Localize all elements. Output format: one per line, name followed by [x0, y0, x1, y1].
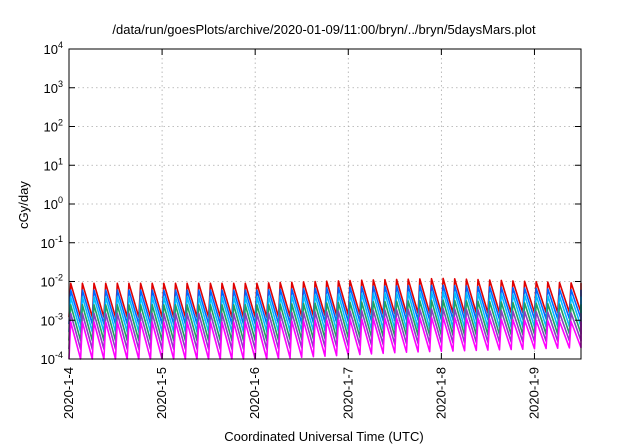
x-tick-label: 2020-1-4: [61, 367, 76, 419]
y-tick-label: 102: [44, 118, 63, 135]
y-axis-label: cGy/day: [16, 181, 31, 229]
x-tick-label: 2020-1-7: [340, 367, 355, 419]
y-tick-label: 100: [44, 195, 63, 212]
y-tick-label: 10-4: [41, 350, 63, 367]
series-line: [68, 316, 582, 360]
y-tick-label: 101: [44, 156, 63, 173]
chart-title: /data/run/goesPlots/archive/2020-01-09/1…: [112, 22, 536, 37]
x-tick-label: 2020-1-9: [526, 367, 541, 419]
y-tick-label: 104: [44, 40, 63, 57]
y-tick-label: 10-1: [41, 234, 63, 251]
y-tick-label: 103: [44, 79, 63, 96]
x-axis-label: Coordinated Universal Time (UTC): [224, 429, 423, 444]
x-tick-label: 2020-1-5: [154, 367, 169, 419]
x-axis-ticks: 2020-1-4 2020-1-5 2020-1-6 2020-1-7 2020-1-8…: [61, 49, 541, 419]
x-tick-label: 2020-1-6: [247, 367, 262, 419]
y-axis-ticks: 10-4 10-3 10-2 10-1 100 101 102 103 104: [41, 40, 581, 367]
x-tick-label: 2020-1-8: [433, 367, 448, 419]
y-tick-label: 10-2: [41, 273, 63, 290]
y-tick-label: 10-3: [41, 311, 63, 328]
series-group: [68, 277, 582, 360]
